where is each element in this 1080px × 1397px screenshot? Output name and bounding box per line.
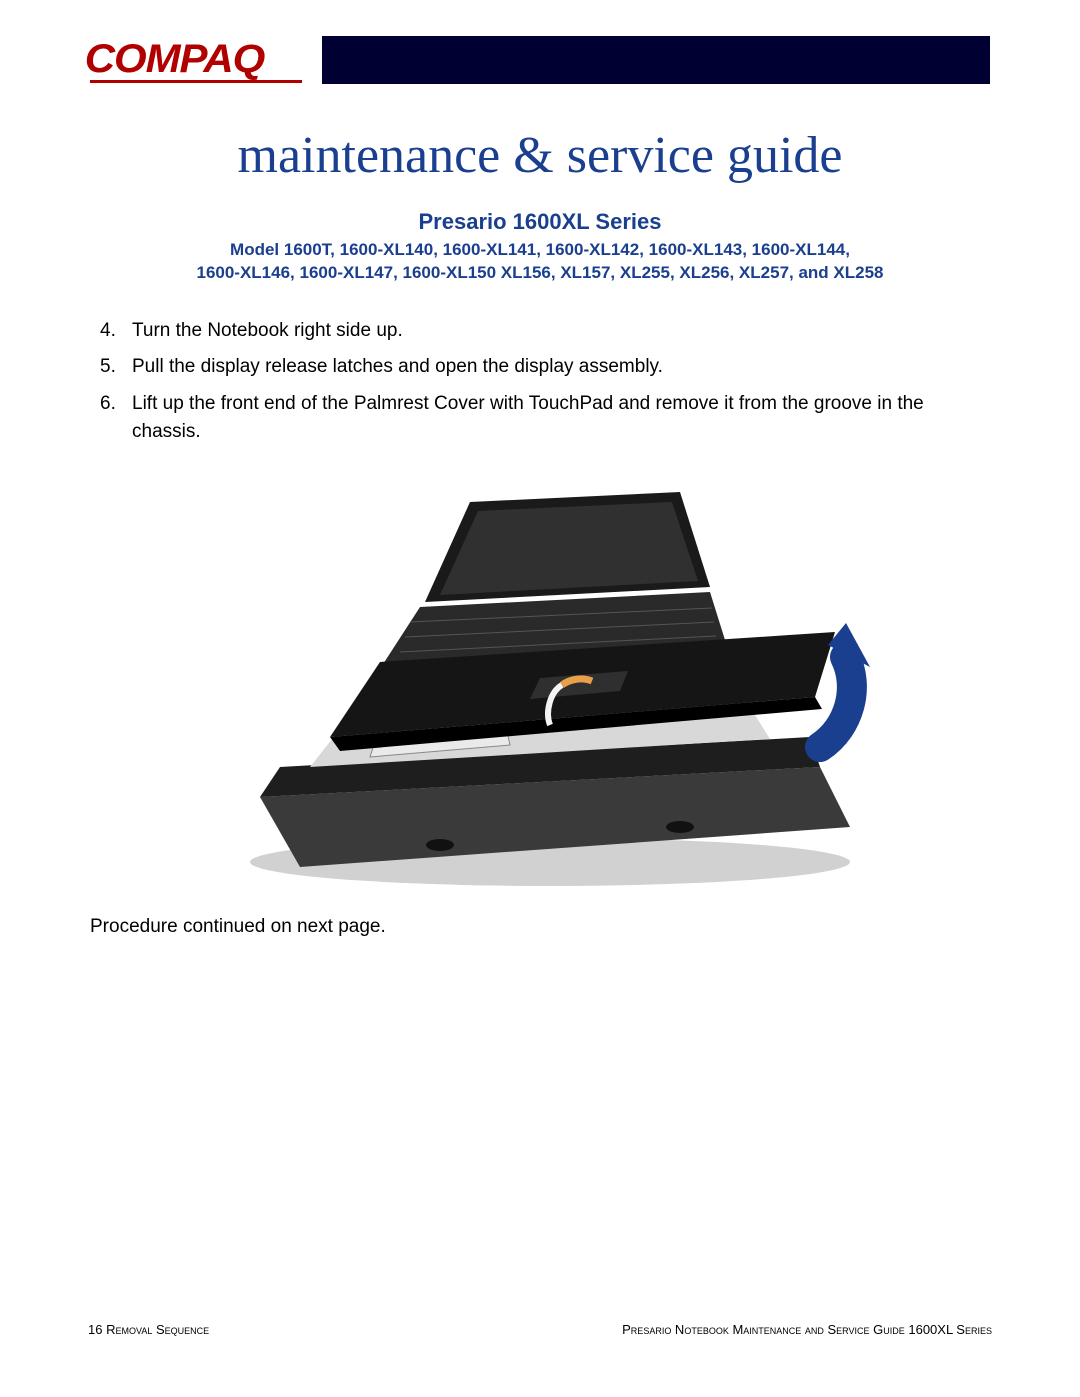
series-subtitle: Presario 1600XL Series bbox=[90, 209, 990, 235]
step-item: 6. Lift up the front end of the Palmrest… bbox=[100, 390, 990, 447]
step-list: 4. Turn the Notebook right side up. 5. P… bbox=[90, 317, 990, 447]
models-line2: 1600-XL146, 1600-XL147, 1600-XL150 XL156… bbox=[196, 263, 883, 282]
continued-text: Procedure continued on next page. bbox=[90, 916, 990, 938]
step-number: 4. bbox=[100, 317, 132, 346]
step-number: 5. bbox=[100, 353, 132, 382]
footer-left: 16 Removal Sequence bbox=[88, 1322, 209, 1337]
step-item: 5. Pull the display release latches and … bbox=[100, 353, 990, 382]
logo-block: COMPAQ bbox=[90, 37, 302, 83]
compaq-logo: COMPAQ bbox=[85, 37, 308, 82]
step-number: 6. bbox=[100, 390, 132, 447]
page-footer: 16 Removal Sequence Presario Notebook Ma… bbox=[88, 1322, 992, 1337]
step-item: 4. Turn the Notebook right side up. bbox=[100, 317, 990, 346]
footer-left-label: Removal Sequence bbox=[106, 1322, 209, 1337]
figure-wrap bbox=[90, 467, 990, 902]
footer-right: Presario Notebook Maintenance and Servic… bbox=[622, 1322, 992, 1337]
page-number: 16 bbox=[88, 1322, 102, 1337]
step-text: Pull the display release latches and ope… bbox=[132, 353, 990, 382]
step-text: Lift up the front end of the Palmrest Co… bbox=[132, 390, 990, 447]
header-row: COMPAQ bbox=[90, 30, 990, 90]
notebook-illustration bbox=[210, 467, 870, 897]
models-line1: Model 1600T, 1600-XL140, 1600-XL141, 160… bbox=[230, 240, 850, 259]
step-text: Turn the Notebook right side up. bbox=[132, 317, 990, 346]
page-title: maintenance & service guide bbox=[90, 126, 990, 185]
header-bar bbox=[322, 36, 990, 84]
document-page: COMPAQ maintenance & service guide Presa… bbox=[0, 0, 1080, 1397]
model-list: Model 1600T, 1600-XL140, 1600-XL141, 160… bbox=[90, 239, 990, 285]
